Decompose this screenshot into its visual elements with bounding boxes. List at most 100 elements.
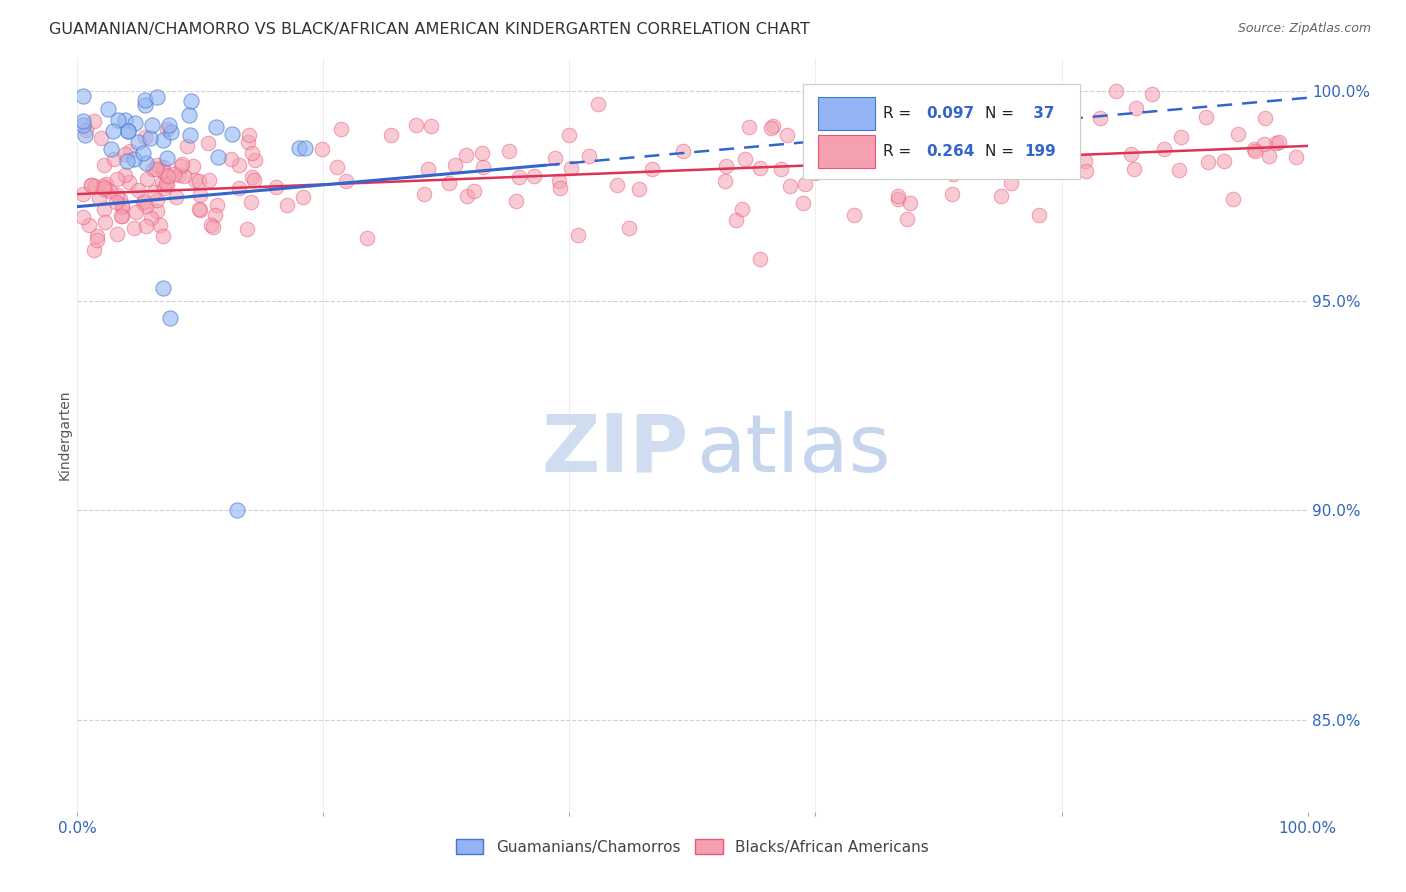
Point — [1121, 147, 1143, 161]
Point — [80, 178, 103, 192]
Point — [865, 128, 887, 142]
Point — [155, 178, 177, 193]
Point — [188, 202, 211, 216]
Text: 199: 199 — [1025, 144, 1056, 159]
Point — [405, 119, 427, 133]
Point — [100, 184, 122, 198]
Point — [146, 90, 169, 104]
Point — [72, 210, 94, 224]
Point — [941, 139, 963, 153]
Point — [105, 187, 128, 202]
Point — [588, 97, 610, 112]
Point — [93, 183, 115, 197]
Point — [1074, 153, 1097, 168]
Point — [163, 167, 186, 181]
Point — [93, 157, 115, 171]
Point — [1057, 127, 1080, 141]
Point — [356, 231, 378, 245]
Point — [776, 128, 799, 142]
Point — [205, 120, 228, 135]
Point — [548, 174, 571, 188]
Point — [157, 118, 180, 132]
Point — [1105, 85, 1128, 99]
Text: Source: ZipAtlas.com: Source: ZipAtlas.com — [1237, 22, 1371, 36]
Point — [105, 227, 128, 241]
Point — [114, 113, 136, 128]
Point — [1195, 110, 1218, 124]
Point — [135, 155, 157, 169]
Point — [122, 153, 145, 167]
Point — [117, 124, 139, 138]
Text: 0.264: 0.264 — [927, 144, 974, 159]
Point — [136, 172, 159, 186]
FancyBboxPatch shape — [818, 97, 875, 130]
Point — [1090, 112, 1112, 126]
Point — [188, 187, 211, 202]
Point — [641, 161, 664, 176]
Point — [949, 123, 972, 137]
Point — [200, 218, 222, 232]
Point — [177, 108, 200, 122]
Point — [103, 152, 125, 166]
Legend: Guamanians/Chamorros, Blacks/African Americans: Guamanians/Chamorros, Blacks/African Ame… — [450, 833, 935, 861]
Point — [114, 146, 136, 161]
Point — [146, 158, 169, 172]
Point — [156, 121, 179, 136]
Point — [83, 114, 105, 128]
Point — [201, 220, 224, 235]
Point — [1074, 164, 1097, 178]
Point — [150, 176, 173, 190]
Point — [143, 185, 166, 199]
Point — [1142, 87, 1164, 102]
Point — [179, 128, 201, 143]
Point — [83, 243, 105, 257]
Point — [1153, 142, 1175, 156]
Point — [72, 113, 94, 128]
Point — [110, 209, 132, 223]
Point — [170, 159, 193, 173]
Point — [794, 177, 817, 191]
Point — [456, 189, 478, 203]
Point — [887, 192, 910, 206]
Point — [578, 149, 600, 163]
Point — [606, 178, 628, 192]
Point — [731, 202, 754, 217]
Point — [159, 310, 181, 325]
Point — [204, 208, 226, 222]
Point — [198, 173, 221, 187]
Point — [72, 88, 94, 103]
Point — [134, 93, 156, 107]
Point — [779, 178, 801, 193]
Point — [132, 146, 155, 161]
Point — [291, 190, 314, 204]
Point — [1170, 130, 1192, 145]
Point — [173, 169, 195, 183]
Point — [413, 186, 436, 201]
Point — [873, 131, 896, 145]
Point — [125, 204, 148, 219]
Point — [75, 128, 97, 142]
Point — [228, 157, 250, 171]
Point — [818, 150, 841, 164]
Point — [960, 157, 983, 171]
Y-axis label: Kindergarten: Kindergarten — [58, 390, 72, 480]
Point — [221, 128, 243, 142]
Point — [141, 118, 163, 132]
Point — [172, 157, 194, 171]
Point — [108, 192, 131, 206]
Point — [132, 194, 155, 209]
FancyBboxPatch shape — [803, 85, 1080, 178]
Point — [1257, 149, 1279, 163]
Point — [759, 121, 782, 136]
Point — [142, 161, 165, 176]
Point — [725, 212, 748, 227]
Point — [240, 169, 263, 184]
Point — [803, 166, 825, 180]
Point — [264, 179, 287, 194]
Point — [900, 195, 922, 210]
Point — [93, 179, 115, 194]
Point — [276, 198, 298, 212]
Point — [135, 199, 157, 213]
Point — [105, 194, 128, 209]
Point — [207, 150, 229, 164]
